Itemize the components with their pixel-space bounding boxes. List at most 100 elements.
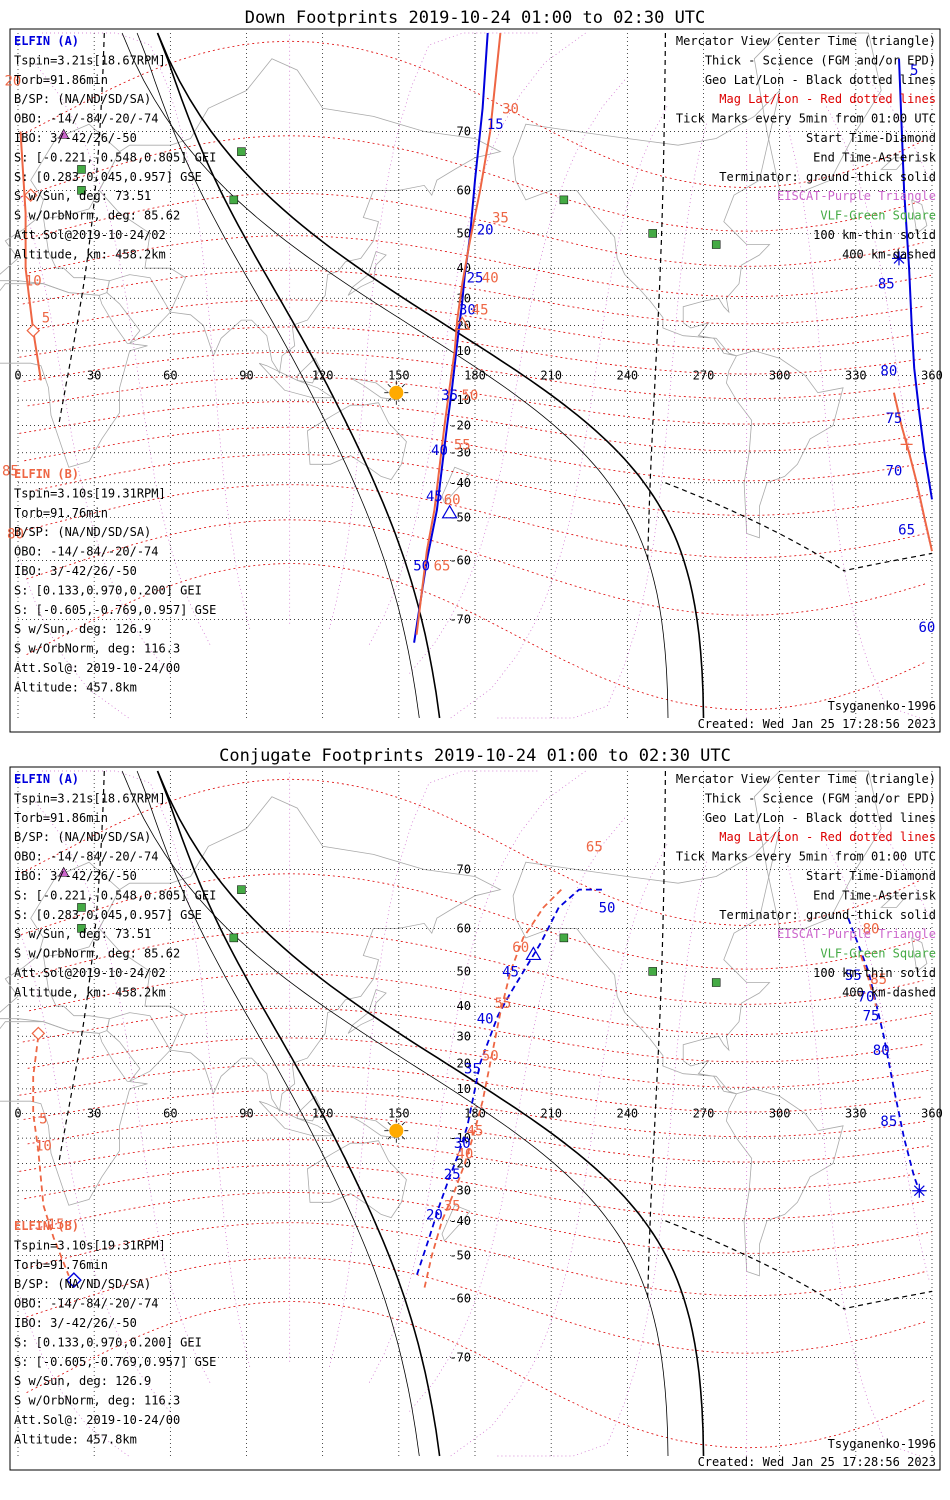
sun-ray bbox=[401, 1121, 406, 1126]
mag-parallel bbox=[30, 1191, 932, 1254]
elfin-a-info-line: B/SP: (NA/ND/SD/SA) bbox=[14, 830, 151, 844]
conjugate-footprints-chart: Conjugate Footprints 2019-10-24 01:00 to… bbox=[0, 746, 943, 1471]
coastline bbox=[880, 895, 908, 908]
mag-parallel bbox=[29, 973, 932, 1036]
time-tick-label: 25 bbox=[444, 1167, 461, 1183]
time-tick-label: 5 bbox=[39, 1111, 47, 1127]
mag-parallel bbox=[24, 1164, 926, 1220]
elfin-a-title: ELFIN (A) bbox=[14, 772, 79, 786]
mag-meridian bbox=[40, 770, 251, 1367]
elfin-a-info-line: S: [0.283,0.045,0.957] GSE bbox=[14, 908, 202, 922]
elfin-b-info-line: IBO: 3/-42/26/-50 bbox=[14, 564, 137, 578]
footprint-track bbox=[415, 32, 502, 635]
elfin-a-info-line: IBO: 3/-42/26/-50 bbox=[14, 869, 137, 883]
sun-ray bbox=[401, 398, 406, 402]
time-tick-label: 50 bbox=[461, 388, 478, 404]
mag-parallel bbox=[21, 778, 925, 926]
terminator-400km-west bbox=[58, 770, 105, 1162]
mag-parallel bbox=[26, 1222, 927, 1297]
coastline bbox=[306, 1140, 407, 1219]
time-tick-label: 15 bbox=[48, 1217, 65, 1233]
time-tick-label: 5 bbox=[42, 310, 50, 326]
x-tick-label: 90 bbox=[239, 369, 253, 383]
terminator-400km-south bbox=[665, 1220, 933, 1310]
end-asterisk-b bbox=[900, 438, 913, 451]
elfin-a-info-line: Tspin=3.21s[18.67RPM] bbox=[14, 791, 166, 805]
time-tick-label: 75 bbox=[885, 411, 902, 427]
y-tick-label: 40 bbox=[457, 999, 471, 1013]
time-tick-label: 65 bbox=[898, 522, 915, 538]
footprint-track bbox=[423, 888, 562, 1290]
time-tick-label: 60 bbox=[918, 620, 935, 636]
elfin-a-title: ELFIN (A) bbox=[14, 34, 79, 48]
x-tick-label: 210 bbox=[540, 369, 562, 383]
time-tick-label: 40 bbox=[477, 1012, 494, 1028]
y-tick-label: -70 bbox=[449, 612, 471, 626]
y-tick-label: -70 bbox=[449, 1350, 471, 1364]
coastline bbox=[347, 989, 387, 1034]
legend-entry: Start Time-Diamond bbox=[806, 869, 936, 883]
time-tick-label: 10 bbox=[35, 1139, 52, 1155]
terminator-100km-west bbox=[136, 32, 420, 719]
legend-entry: 400 km-dashed bbox=[842, 985, 936, 999]
time-tick-label: 35 bbox=[444, 1198, 461, 1214]
mag-parallel bbox=[29, 235, 932, 298]
footprint-track bbox=[413, 32, 489, 643]
time-tick-label: 85 bbox=[870, 972, 887, 988]
time-tick-label: 85 bbox=[880, 1114, 897, 1130]
legend-entry: Thick - Science (FGM and/or EPD) bbox=[705, 791, 936, 805]
coastline bbox=[753, 770, 882, 929]
elfin-a-info-line: B/SP: (NA/ND/SD/SA) bbox=[14, 92, 151, 106]
y-tick-label: 40 bbox=[457, 261, 471, 275]
elfin-b-info-line: S w/Sun, deg: 126.9 bbox=[14, 1374, 151, 1388]
mag-parallel bbox=[22, 269, 925, 325]
x-tick-label: 270 bbox=[693, 369, 715, 383]
elfin-b-info-line: Altitude: 457.8km bbox=[14, 1432, 137, 1446]
time-tick-label: 55 bbox=[845, 968, 862, 984]
mag-parallel bbox=[24, 426, 926, 482]
x-tick-label: 120 bbox=[312, 1107, 334, 1121]
time-tick-label: 35 bbox=[464, 1062, 481, 1078]
time-tick-label: 50 bbox=[599, 900, 616, 916]
elfin-a-info-line: S w/OrbNorm, deg: 85.62 bbox=[14, 209, 180, 223]
footprint-track bbox=[892, 392, 933, 552]
mag-meridian bbox=[19, 106, 930, 719]
elfin-b-title: ELFIN (B) bbox=[14, 1219, 79, 1233]
time-tick-label: 40 bbox=[431, 443, 448, 459]
coastline bbox=[911, 937, 928, 973]
time-tick-label: 50 bbox=[482, 1048, 499, 1064]
legend-entry: End Time-Asterisk bbox=[813, 888, 937, 902]
model-label: Tsyganenko-1996 bbox=[828, 1437, 936, 1451]
x-tick-label: 120 bbox=[312, 369, 334, 383]
vlf-station-marker bbox=[77, 186, 86, 195]
coastline bbox=[258, 1100, 335, 1137]
x-tick-label: 360 bbox=[921, 369, 943, 383]
elfin-a-info-line: S: [0.283,0.045,0.957] GSE bbox=[14, 170, 202, 184]
time-tick-label: 40 bbox=[482, 271, 499, 287]
time-tick-label: 45 bbox=[426, 489, 443, 505]
terminator-400km-west bbox=[58, 32, 105, 424]
sun-ray bbox=[387, 1121, 391, 1126]
time-tick-label: 65 bbox=[586, 839, 603, 855]
mag-meridian bbox=[409, 815, 628, 1412]
elfin-b-info-line: Tspin=3.10s[19.31RPM] bbox=[14, 1238, 166, 1252]
x-tick-label: 150 bbox=[388, 1107, 410, 1121]
coastline bbox=[441, 466, 471, 504]
vlf-station-marker bbox=[648, 229, 657, 238]
vlf-station-marker bbox=[559, 195, 569, 205]
mag-parallel bbox=[27, 1037, 930, 1088]
mag-parallel bbox=[30, 453, 932, 516]
terminator-ground bbox=[156, 32, 705, 719]
time-tick-label: 55 bbox=[494, 996, 511, 1012]
vlf-station-marker bbox=[229, 933, 239, 943]
vlf-station-marker bbox=[77, 903, 86, 912]
y-tick-label: -60 bbox=[449, 1292, 471, 1306]
mag-parallel bbox=[21, 40, 925, 188]
y-tick-label: -30 bbox=[449, 446, 471, 460]
terminator-ground-west bbox=[156, 770, 441, 1457]
mag-parallel bbox=[22, 1007, 925, 1063]
x-tick-label: 0 bbox=[14, 369, 21, 383]
legend-entry: VLF-Green Square bbox=[820, 947, 936, 961]
elfin-b-info-line: IBO: 3/-42/26/-50 bbox=[14, 1316, 137, 1330]
